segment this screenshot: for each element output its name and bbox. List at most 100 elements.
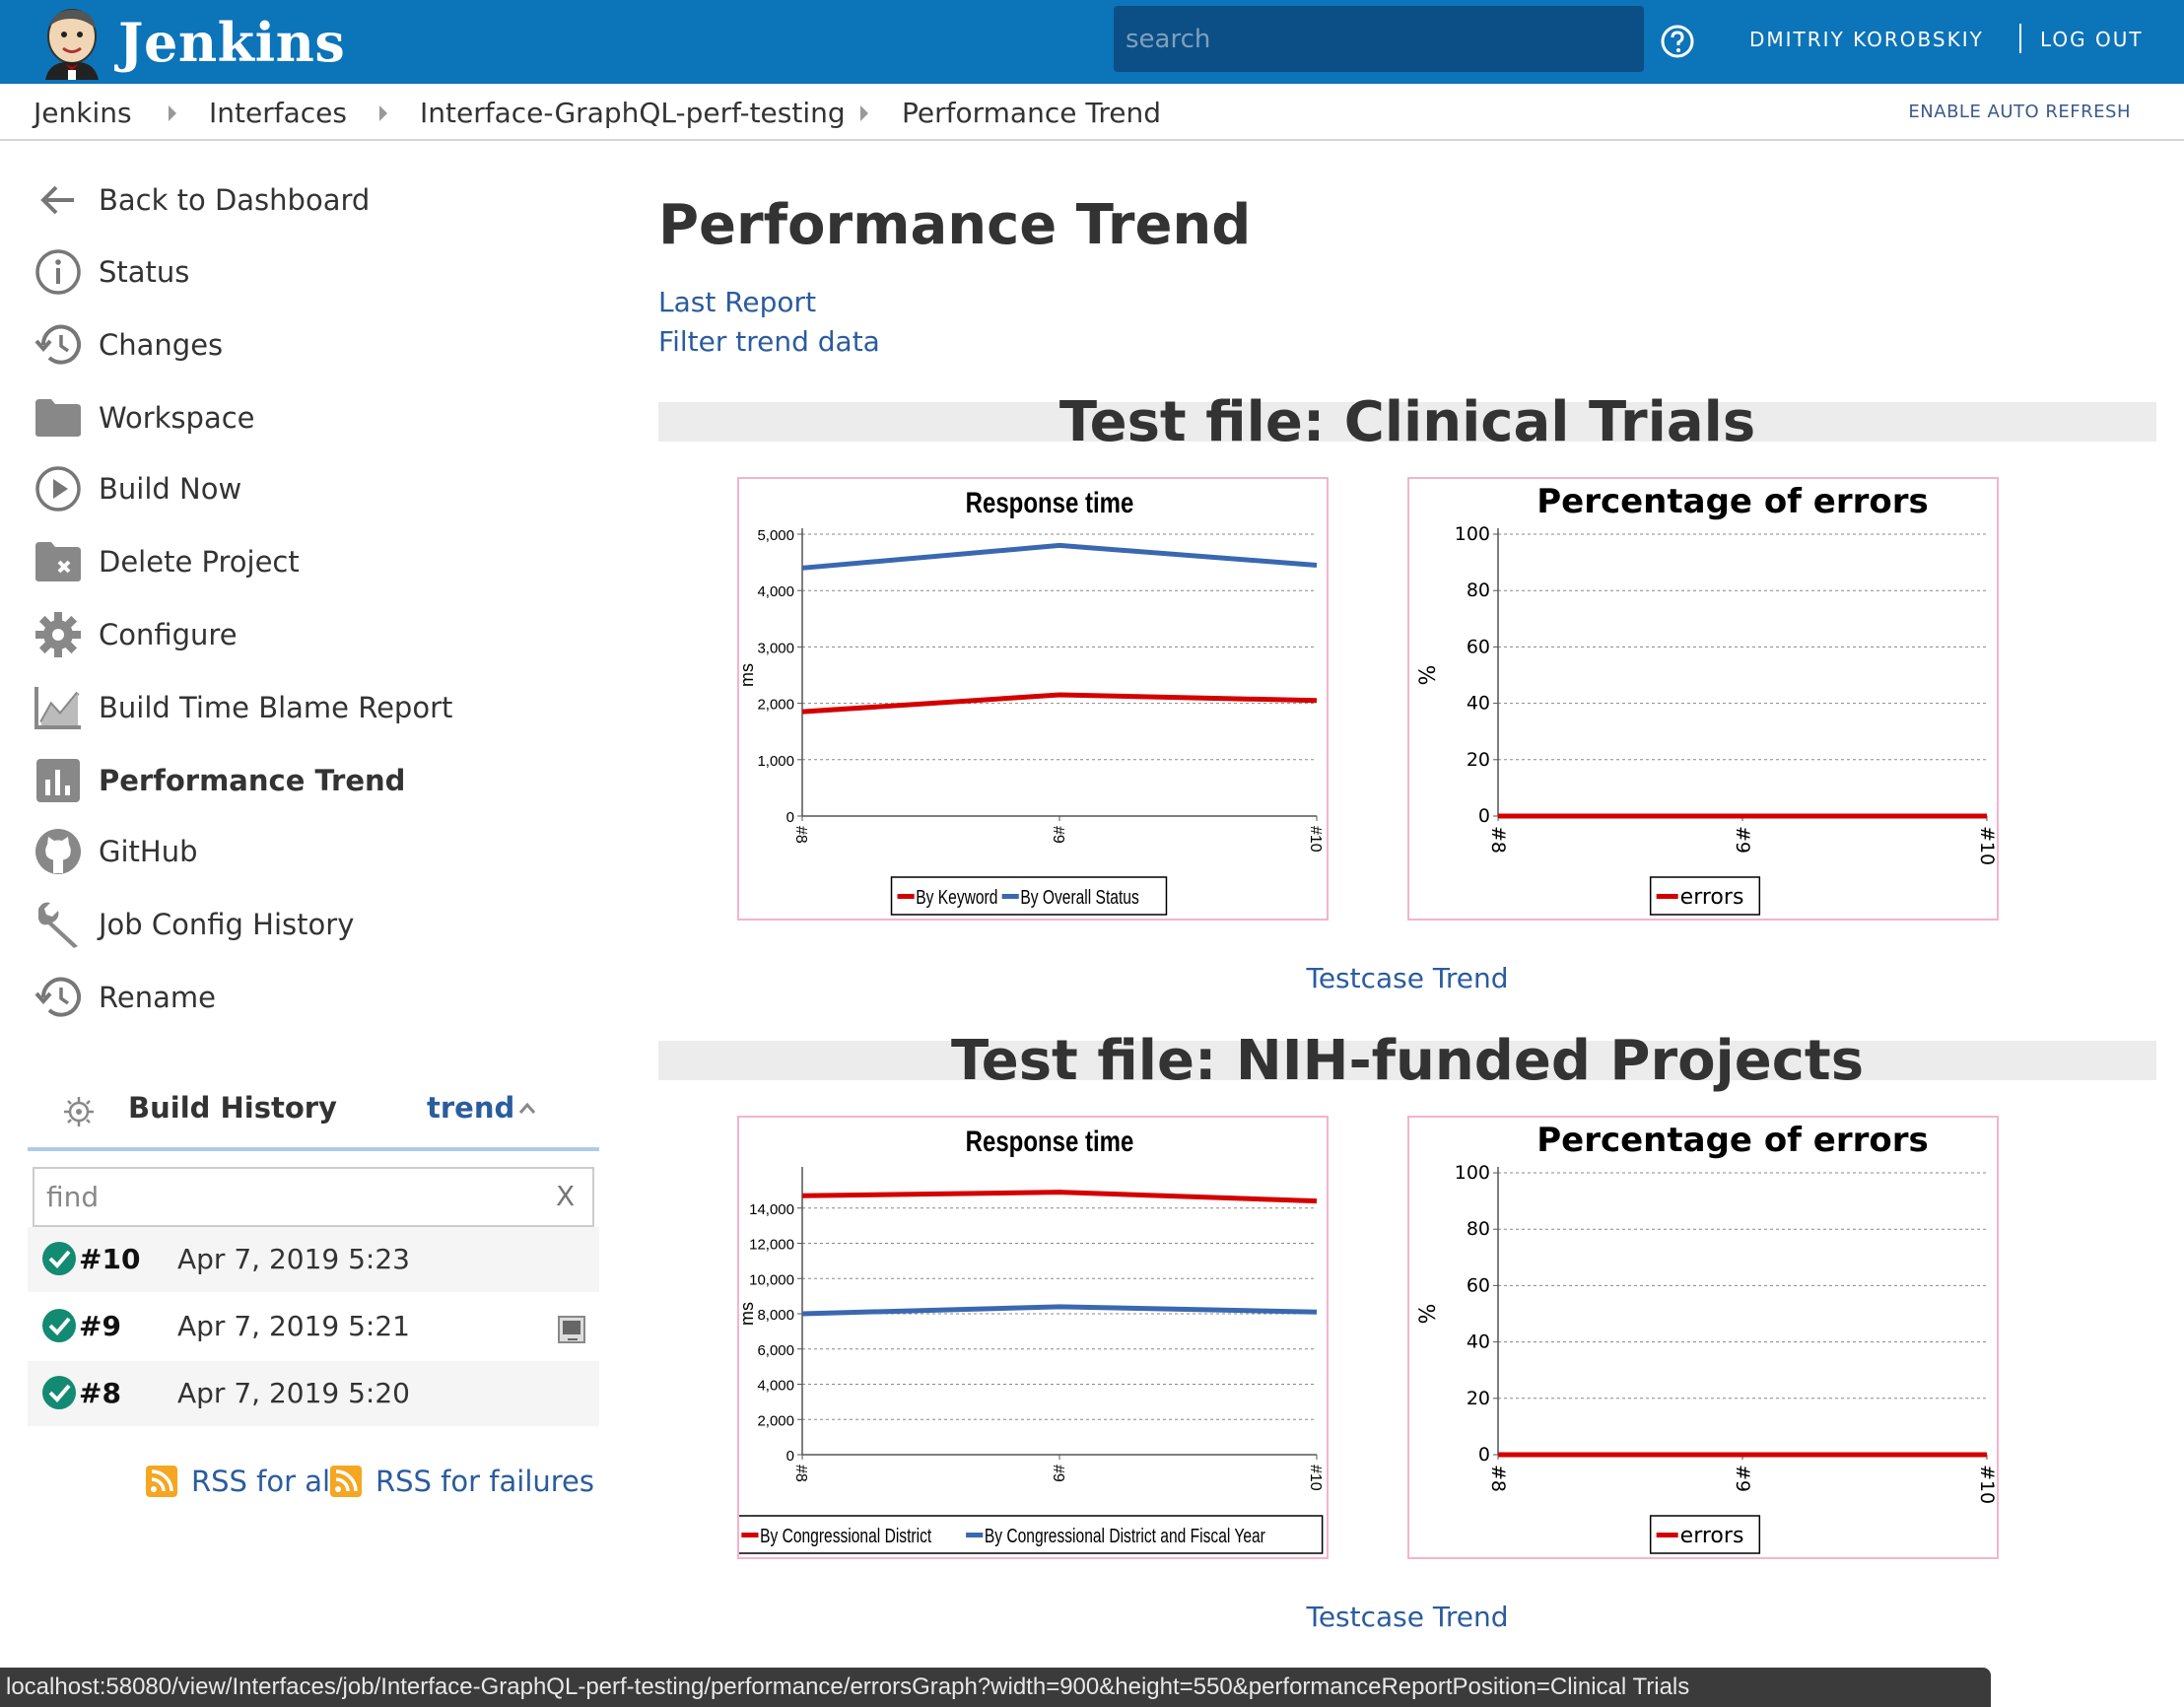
y-tick-label: 80 [1467,1218,1490,1240]
task-label: GitHub [99,835,198,868]
build-row[interactable]: #10 Apr 7, 2019 5:23 [28,1227,599,1292]
task-github[interactable]: GitHub [32,822,198,881]
y-tick-label: 20 [1467,749,1490,771]
y-axis-label: % [1416,1304,1441,1325]
task-rename[interactable]: Rename [32,968,216,1027]
task-back-to-dashboard[interactable]: Back to Dashboard [32,171,370,230]
legend-swatch [741,1533,759,1537]
x-tick-label: #8 [792,1465,809,1482]
y-tick-label: 6,000 [757,1342,794,1359]
legend-label: By Overall Status [1020,886,1138,908]
search-input[interactable] [1114,6,1644,72]
y-tick-label: 10,000 [749,1271,794,1288]
rss-all-link[interactable]: RSS for all [146,1465,338,1498]
testcase-trend-link[interactable]: Testcase Trend [1306,1601,1509,1633]
breadcrumb-interfaces[interactable]: Interfaces [209,97,347,129]
testcase-trend-link[interactable]: Testcase Trend [1306,962,1509,994]
success-check-icon [42,1242,76,1275]
jenkins-logo[interactable]: Jenkins [35,8,346,80]
breadcrumb-job[interactable]: Interface-GraphQL-perf-testing [420,97,846,129]
build-number-link[interactable]: #8 [79,1377,121,1409]
build-find-input[interactable] [33,1167,594,1227]
build-row[interactable]: #8 Apr 7, 2019 5:20 [28,1361,599,1426]
wrench-icon [38,902,78,948]
history-icon [34,977,81,1017]
chart-svg: Response time 0 1,000 2,000 3,000 4,000 5,000 m… [739,485,1324,916]
task-workspace[interactable]: Workspace [32,388,255,447]
play-icon [35,466,81,512]
y-tick-label: 60 [1467,636,1490,657]
build-row[interactable]: #9 Apr 7, 2019 5:21 [28,1294,599,1359]
task-performance-trend[interactable]: Performance Trend [32,751,405,810]
y-tick-label: 2,000 [757,1412,794,1429]
errors-chart[interactable]: Percentage of errors 0 20 40 60 80 100% #8 #9 #10… [1407,1116,1999,1559]
build-number-link[interactable]: #9 [79,1310,121,1342]
errors-chart[interactable]: Percentage of errors 0 20 40 60 80 100% #8 #9 #10… [1407,477,1999,921]
task-changes[interactable]: Changes [32,315,223,375]
breadcrumb-arrow-icon[interactable] [169,105,176,121]
task-job-config-history[interactable]: Job Config History [32,895,354,954]
chevron-up-icon[interactable] [518,1100,536,1118]
build-date-link[interactable]: Apr 7, 2019 5:21 [177,1310,410,1342]
y-tick-label: 14,000 [749,1201,794,1218]
x-tick-label: #8 [1487,1465,1509,1492]
y-axis-label: % [1416,665,1441,686]
task-build-time-blame-report[interactable]: Build Time Blame Report [32,678,452,737]
user-name-link[interactable]: DMITRIY KOROBSKIY [1749,28,1984,51]
browser-status-bar: localhost:58080/view/Interfaces/job/Inte… [0,1668,1991,1707]
task-configure[interactable]: Configure [32,605,238,664]
y-tick-label: 100 [1455,1162,1490,1184]
y-tick-label: 60 [1467,1274,1490,1296]
breadcrumb: Jenkins Interfaces Interface-GraphQL-per… [0,84,2184,141]
breadcrumb-current[interactable]: Performance Trend [902,97,1161,129]
clear-find-button[interactable]: X [556,1180,576,1212]
logout-link[interactable]: LOG OUT [2040,28,2144,51]
task-label: Status [99,255,190,289]
enable-auto-refresh-link[interactable]: ENABLE AUTO REFRESH [1908,102,2131,122]
y-tick-label: 40 [1467,693,1490,715]
y-tick-label: 0 [786,1448,794,1465]
console-output-icon[interactable] [558,1316,585,1343]
legend-swatch [966,1533,984,1537]
help-icon[interactable] [1660,24,1695,59]
y-tick-label: 0 [1478,1444,1490,1466]
x-tick-label: #9 [1732,826,1753,854]
y-tick-label: 20 [1467,1388,1490,1409]
task-build-now[interactable]: Build Now [32,459,241,518]
breadcrumb-arrow-icon[interactable] [379,105,387,121]
task-delete-project[interactable]: Delete Project [32,532,300,591]
task-label: Changes [99,328,224,362]
breadcrumb-jenkins[interactable]: Jenkins [34,97,132,129]
legend-swatch [1001,894,1019,899]
task-label: Job Config History [99,908,355,941]
task-label: Build Time Blame Report [99,691,453,724]
page-title: Performance Trend [658,193,1252,257]
chart-title: Percentage of errors [1536,482,1929,521]
chart-title: Percentage of errors [1536,1121,1929,1160]
legend-label: By Keyword [916,886,997,908]
y-tick-label: 5,000 [757,527,794,544]
breadcrumb-arrow-icon[interactable] [860,105,868,121]
y-axis-label: ms [739,1302,757,1326]
response-time-chart[interactable]: Response time 0 1,000 2,000 3,000 4,000 5,000 m… [737,477,1329,921]
series-line [801,1304,1318,1317]
brand-name: Jenkins [118,11,346,74]
task-status[interactable]: Status [32,242,189,302]
y-tick-label: 4,000 [757,1378,794,1395]
filter-trend-data-link[interactable]: Filter trend data [658,325,880,358]
y-tick-label: 4,000 [757,583,794,600]
build-history-trend-link[interactable]: trend [427,1091,515,1125]
build-number-link[interactable]: #10 [79,1243,141,1275]
task-label: Configure [99,618,238,651]
response-time-chart[interactable]: Response time 0 2,000 4,000 6,000 8,000 10,000… [737,1116,1329,1559]
legend-label: errors [1680,885,1744,910]
section-heading-bar [658,402,2156,442]
rss-failures-link[interactable]: RSS for failures [330,1465,594,1498]
build-date-link[interactable]: Apr 7, 2019 5:20 [177,1377,410,1409]
last-report-link[interactable]: Last Report [658,286,817,318]
chart-svg: Percentage of errors 0 20 40 60 80 100% #8 #9 #10… [1416,482,1998,916]
y-tick-label: 0 [786,809,794,826]
build-date-link[interactable]: Apr 7, 2019 5:23 [177,1243,410,1275]
task-label: Delete Project [99,545,300,579]
y-tick-label: 8,000 [757,1307,794,1324]
